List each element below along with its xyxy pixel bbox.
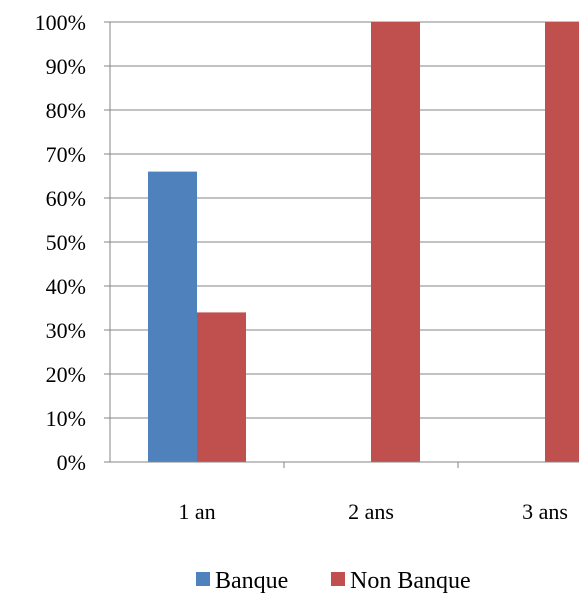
legend: Banque Non Banque: [196, 568, 471, 594]
y-tick-label: 90%: [46, 54, 86, 79]
y-tick-label: 60%: [46, 186, 86, 211]
y-tick-label: 70%: [46, 142, 86, 167]
bar-non-banque: [197, 312, 246, 462]
bar-non-banque: [371, 22, 420, 462]
y-axis-ticks: 0% 10% 20% 30% 40% 50% 60% 70% 80% 90% 100%: [35, 10, 111, 475]
y-tick-label: 20%: [46, 362, 86, 387]
bar-non-banque: [545, 22, 579, 462]
y-tick-label: 30%: [46, 318, 86, 343]
bars: [148, 22, 579, 462]
x-tick-label: 3 ans: [522, 499, 568, 524]
y-tick-label: 100%: [35, 10, 86, 35]
x-tick-label: 1 an: [178, 499, 215, 524]
y-tick-label: 50%: [46, 230, 86, 255]
legend-label: Banque: [215, 568, 288, 594]
legend-swatch: [196, 572, 210, 586]
legend-label: Non Banque: [350, 568, 471, 594]
y-tick-label: 40%: [46, 274, 86, 299]
x-axis-ticks: 1 an 2 ans 3 ans: [178, 462, 568, 524]
y-tick-label: 80%: [46, 98, 86, 123]
y-tick-label: 10%: [46, 406, 86, 431]
legend-swatch: [331, 572, 345, 586]
bar-banque: [148, 171, 197, 462]
y-tick-label: 0%: [57, 450, 86, 475]
x-tick-label: 2 ans: [348, 499, 394, 524]
